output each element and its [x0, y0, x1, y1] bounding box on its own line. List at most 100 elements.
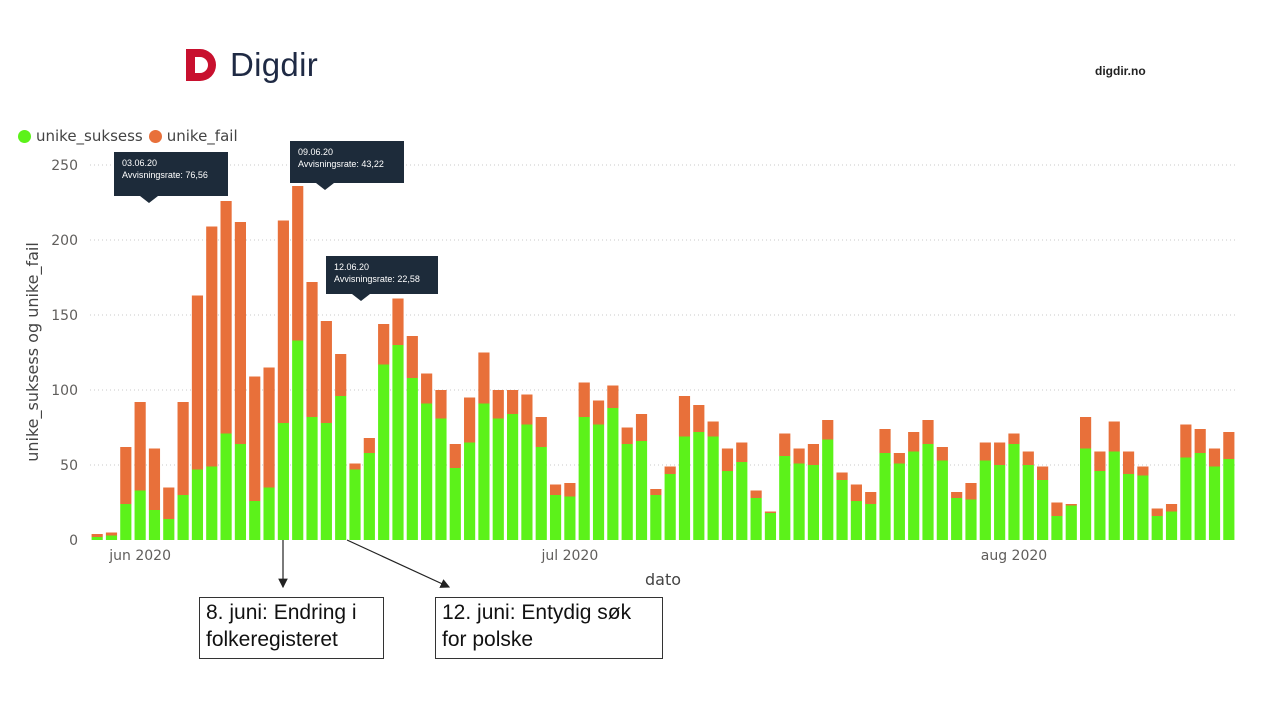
- bar-suksess[interactable]: [521, 424, 533, 541]
- bar-suksess[interactable]: [277, 423, 289, 540]
- bar-suksess[interactable]: [908, 451, 920, 541]
- bar-fail[interactable]: [1108, 421, 1120, 452]
- bar-fail[interactable]: [363, 438, 375, 453]
- bar-suksess[interactable]: [392, 345, 404, 540]
- bar-suksess[interactable]: [621, 444, 633, 540]
- bar-fail[interactable]: [91, 534, 103, 537]
- bar-fail[interactable]: [979, 442, 991, 461]
- bar-suksess[interactable]: [1108, 451, 1120, 541]
- bar-suksess[interactable]: [721, 471, 734, 540]
- bar-fail[interactable]: [1151, 508, 1163, 517]
- bar-suksess[interactable]: [865, 504, 877, 540]
- bar-fail[interactable]: [234, 222, 246, 444]
- bar-fail[interactable]: [492, 390, 504, 419]
- bar-suksess[interactable]: [994, 465, 1006, 540]
- bar-fail[interactable]: [277, 220, 289, 424]
- bar-suksess[interactable]: [678, 436, 691, 541]
- bar-fail[interactable]: [822, 420, 834, 440]
- bar-suksess[interactable]: [263, 487, 275, 541]
- bar-fail[interactable]: [306, 282, 318, 417]
- bar-suksess[interactable]: [1065, 505, 1077, 541]
- bar-fail[interactable]: [850, 484, 862, 502]
- bar-suksess[interactable]: [492, 418, 504, 541]
- bar-fail[interactable]: [936, 447, 948, 461]
- bar-fail[interactable]: [1180, 424, 1192, 458]
- bar-fail[interactable]: [578, 382, 590, 418]
- bar-fail[interactable]: [736, 442, 748, 463]
- bar-fail[interactable]: [721, 448, 734, 472]
- bar-fail[interactable]: [836, 472, 848, 481]
- bar-fail[interactable]: [521, 394, 533, 425]
- bar-suksess[interactable]: [1008, 444, 1020, 540]
- bar-fail[interactable]: [951, 492, 963, 498]
- bar-suksess[interactable]: [807, 465, 819, 540]
- bar-fail[interactable]: [191, 295, 204, 470]
- bar-suksess[interactable]: [736, 462, 748, 540]
- bar-fail[interactable]: [908, 432, 920, 452]
- bar-fail[interactable]: [406, 336, 418, 378]
- bar-fail[interactable]: [549, 484, 562, 496]
- bar-fail[interactable]: [793, 448, 805, 464]
- bar-fail[interactable]: [664, 466, 676, 475]
- bar-suksess[interactable]: [793, 463, 805, 541]
- bar-suksess[interactable]: [635, 441, 648, 540]
- bar-fail[interactable]: [693, 405, 705, 432]
- bar-fail[interactable]: [1194, 429, 1206, 453]
- bar-suksess[interactable]: [1094, 471, 1106, 540]
- bar-fail[interactable]: [320, 321, 332, 423]
- bar-fail[interactable]: [1037, 466, 1049, 481]
- bar-fail[interactable]: [1137, 466, 1149, 476]
- bar-suksess[interactable]: [421, 403, 433, 541]
- bar-suksess[interactable]: [234, 444, 246, 540]
- bar-fail[interactable]: [392, 298, 404, 346]
- bar-fail[interactable]: [1051, 502, 1063, 517]
- bar-fail[interactable]: [635, 414, 648, 441]
- bar-suksess[interactable]: [1051, 516, 1063, 540]
- bar-suksess[interactable]: [1080, 448, 1092, 541]
- bar-fail[interactable]: [335, 354, 347, 396]
- bar-suksess[interactable]: [836, 480, 848, 540]
- bar-fail[interactable]: [707, 421, 719, 437]
- bar-fail[interactable]: [650, 489, 662, 495]
- bar-suksess[interactable]: [979, 460, 991, 541]
- bar-fail[interactable]: [1022, 451, 1034, 466]
- bar-fail[interactable]: [1223, 432, 1235, 459]
- bar-fail[interactable]: [148, 448, 161, 511]
- bar-fail[interactable]: [1208, 448, 1221, 467]
- bar-fail[interactable]: [163, 487, 175, 520]
- bar-suksess[interactable]: [1194, 453, 1206, 540]
- bar-suksess[interactable]: [936, 460, 948, 541]
- bar-suksess[interactable]: [592, 424, 605, 541]
- site-url[interactable]: digdir.no: [1095, 64, 1146, 78]
- bar-fail[interactable]: [421, 373, 433, 404]
- bar-suksess[interactable]: [1022, 465, 1034, 540]
- bar-fail[interactable]: [592, 400, 605, 425]
- bar-fail[interactable]: [535, 417, 547, 447]
- bar-suksess[interactable]: [564, 496, 576, 541]
- bar-suksess[interactable]: [850, 501, 862, 540]
- bar-suksess[interactable]: [306, 417, 318, 540]
- bar-fail[interactable]: [750, 490, 762, 499]
- bar-fail[interactable]: [1165, 504, 1178, 512]
- bar-suksess[interactable]: [105, 535, 118, 541]
- bar-suksess[interactable]: [91, 537, 103, 540]
- bar-fail[interactable]: [478, 352, 490, 404]
- bar-suksess[interactable]: [1037, 480, 1049, 540]
- bar-suksess[interactable]: [922, 444, 934, 540]
- bar-fail[interactable]: [865, 492, 877, 504]
- bar-suksess[interactable]: [249, 501, 261, 540]
- bar-fail[interactable]: [464, 397, 476, 443]
- bar-suksess[interactable]: [320, 423, 332, 540]
- bar-suksess[interactable]: [120, 504, 132, 540]
- bar-suksess[interactable]: [693, 432, 705, 540]
- bar-fail[interactable]: [1094, 451, 1106, 472]
- bar-fail[interactable]: [292, 186, 304, 341]
- legend-item-suksess[interactable]: unike_suksess: [18, 127, 143, 145]
- bar-fail[interactable]: [607, 385, 619, 409]
- bar-suksess[interactable]: [1151, 516, 1163, 540]
- bar-suksess[interactable]: [464, 442, 476, 541]
- bar-suksess[interactable]: [335, 396, 347, 540]
- bar-suksess[interactable]: [363, 453, 375, 540]
- bar-suksess[interactable]: [1208, 466, 1221, 541]
- bar-suksess[interactable]: [707, 436, 719, 541]
